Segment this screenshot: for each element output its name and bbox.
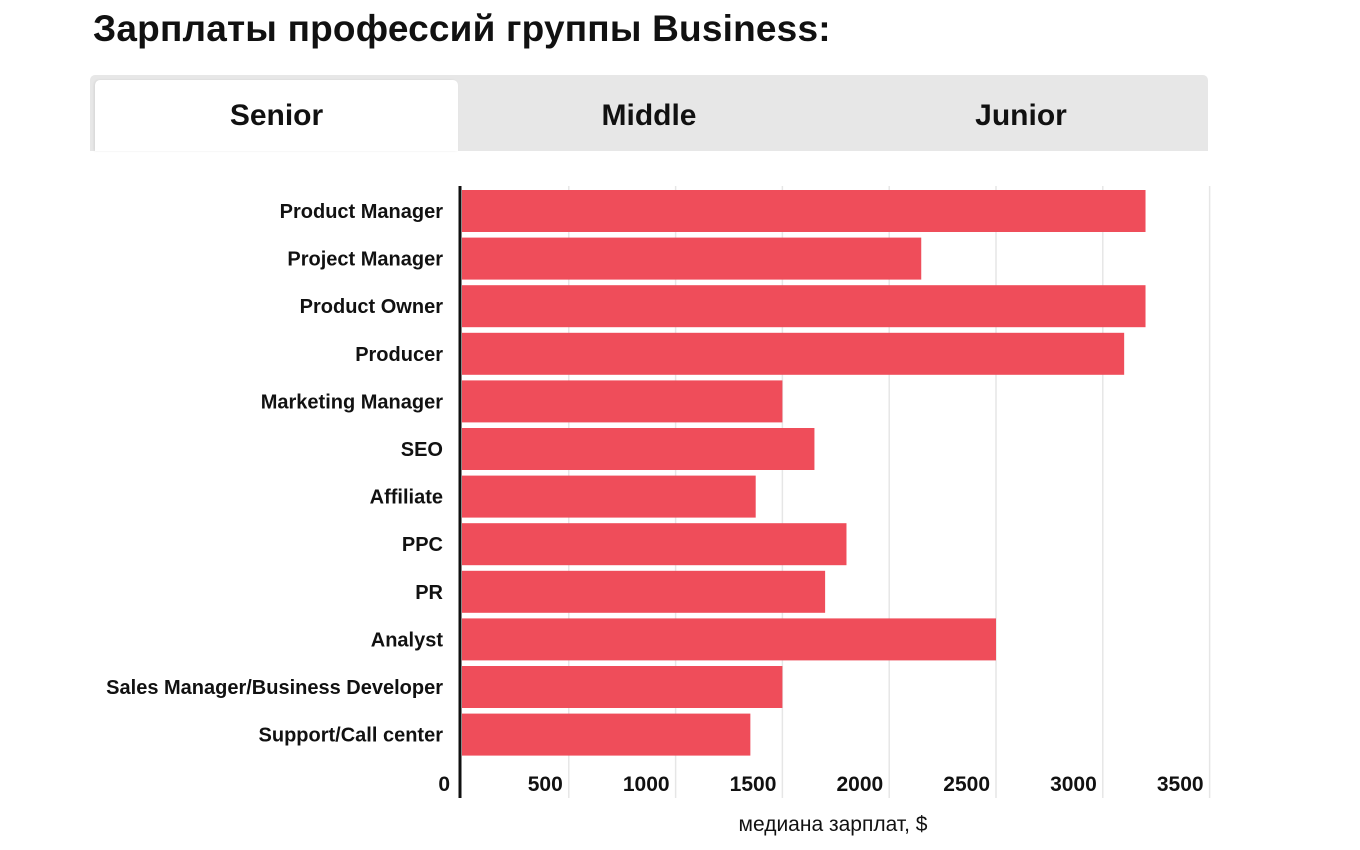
tab-senior[interactable]: Senior (95, 80, 458, 151)
x-tick-label: 3500 (1157, 773, 1204, 796)
category-label: Marketing Manager (261, 391, 443, 413)
x-tick-label: 0 (438, 773, 450, 796)
tab-junior[interactable]: Junior (975, 98, 1067, 132)
category-label: SEO (401, 439, 443, 461)
bar (462, 332, 1125, 375)
bar (462, 666, 783, 708)
bar (462, 570, 826, 613)
x-axis-label: медиана зарплат, $ (739, 813, 928, 836)
bar (462, 237, 922, 280)
bar (462, 285, 1146, 328)
x-tick-label: 2500 (943, 773, 990, 796)
category-label: Analyst (371, 629, 444, 651)
category-label: PPC (402, 534, 443, 556)
bar (462, 618, 996, 661)
tab-middle[interactable]: Middle (601, 98, 697, 132)
bars (462, 190, 1146, 756)
category-label: Sales Manager/Business Developer (106, 677, 443, 699)
bar (462, 475, 756, 518)
bar (462, 380, 783, 423)
bar (462, 713, 751, 756)
category-label: Product Manager (280, 201, 444, 223)
category-label: Affiliate (370, 487, 443, 509)
page-title: Зарплаты профессий группы Business: (93, 8, 831, 49)
bar (462, 190, 1146, 232)
category-labels: Product Manager Project Manager Product Ow… (106, 201, 443, 747)
category-label: Project Manager (287, 249, 443, 271)
bar (462, 428, 815, 470)
x-tick-label: 1500 (730, 773, 777, 796)
category-label: Support/Call center (259, 725, 444, 747)
x-tick-label: 3000 (1050, 773, 1097, 796)
category-label: Product Owner (300, 296, 444, 318)
bar (462, 523, 847, 566)
x-tick-label: 2000 (836, 773, 883, 796)
x-tick-label: 1000 (623, 773, 670, 796)
category-label: Producer (355, 344, 443, 366)
level-tabs: Senior Middle Junior (90, 75, 1208, 151)
x-axis-ticks: 0 500 1000 1500 2000 2500 3000 3500 (438, 773, 1203, 796)
category-label: PR (415, 582, 443, 604)
x-tick-label: 500 (528, 773, 563, 796)
